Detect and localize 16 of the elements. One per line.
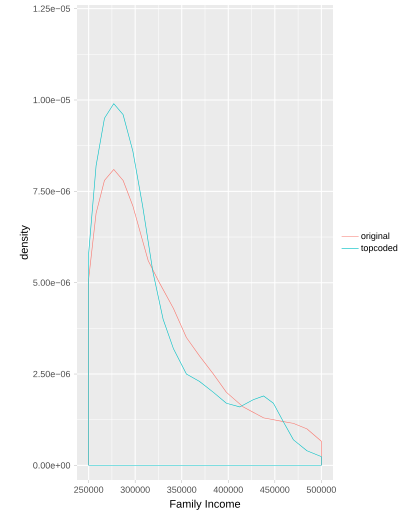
x-tick-label: 400000: [214, 486, 243, 493]
legend-label: original: [361, 232, 390, 241]
y-tick-label: 1.00e−05: [34, 96, 70, 104]
x-tick-label: 250000: [74, 486, 104, 493]
x-tick-label: 350000: [167, 486, 196, 493]
y-tick-label: 2.50e−06: [33, 370, 70, 378]
x-axis-title: Family Income: [170, 500, 240, 510]
y-tick-label: 5.00e−06: [33, 280, 70, 286]
y-tick-label: 7.50e−06: [33, 188, 70, 195]
x-tick-label: 300000: [120, 486, 150, 493]
x-tick-label: 500000: [306, 486, 336, 493]
legend-label: topcoded: [361, 244, 398, 253]
y-tick-label: 1.25e−05: [34, 5, 70, 12]
y-tick-label: 0.00e+00: [33, 462, 70, 469]
y-axis-title: density: [20, 225, 30, 260]
x-tick-label: 450000: [260, 486, 290, 493]
